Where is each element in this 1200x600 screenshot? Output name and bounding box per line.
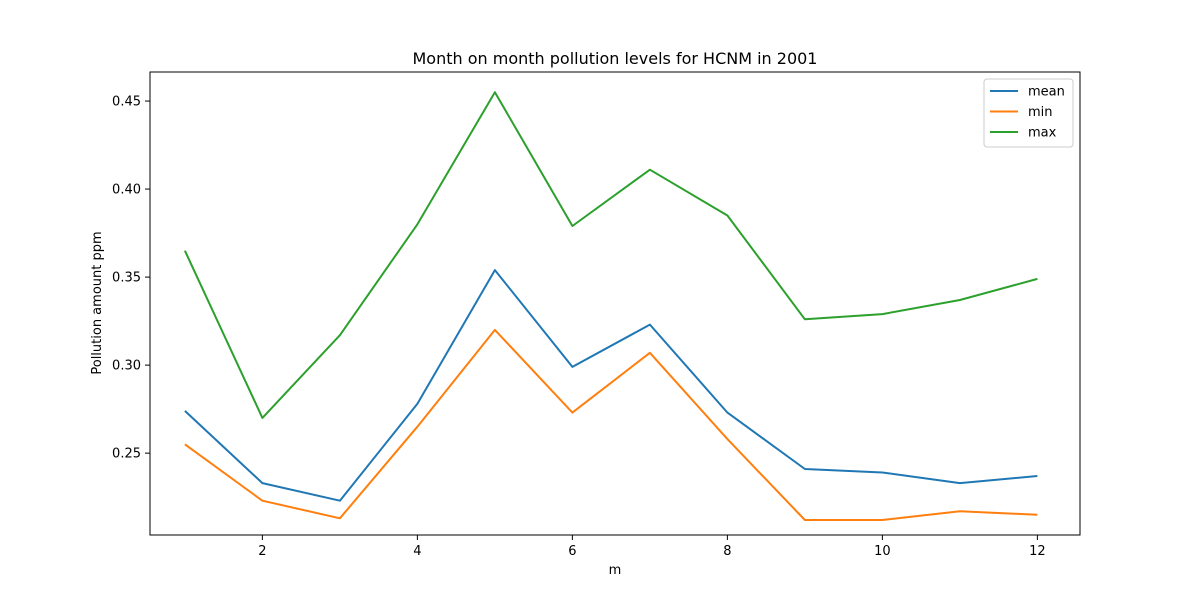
y-tick-label: 0.45 bbox=[112, 95, 141, 110]
x-tick-label: 10 bbox=[874, 544, 891, 559]
plot-frame bbox=[149, 71, 1081, 536]
legend-box bbox=[983, 78, 1074, 148]
y-tick-label: 0.30 bbox=[112, 359, 141, 374]
y-axis-label: Pollution amount ppm bbox=[90, 231, 105, 374]
plot-area: 2 4 6 8 10 12 0.25 0.30 0.35 0.40 0.45 bbox=[112, 71, 1081, 559]
x-tick-label: 12 bbox=[1029, 544, 1046, 559]
y-tick-label: 0.35 bbox=[112, 271, 141, 286]
series-line-mean bbox=[184, 269, 1038, 502]
x-tick-label: 6 bbox=[568, 544, 576, 559]
legend-label-min: min bbox=[1028, 105, 1053, 120]
legend-label-max: max bbox=[1028, 126, 1057, 141]
legend: mean min max bbox=[983, 78, 1074, 148]
series-line-max bbox=[183, 91, 1038, 419]
x-tick-label: 8 bbox=[723, 544, 731, 559]
x-tick-label: 4 bbox=[413, 544, 421, 559]
x-tick-label: 2 bbox=[258, 544, 266, 559]
chart-title: Month on month pollution levels for HCNM… bbox=[413, 49, 818, 68]
legend-label-mean: mean bbox=[1028, 85, 1065, 100]
y-tick-label: 0.40 bbox=[112, 183, 141, 198]
series-line-min bbox=[184, 328, 1038, 521]
y-tick-label: 0.25 bbox=[112, 447, 141, 462]
x-axis-label: m bbox=[609, 563, 622, 578]
